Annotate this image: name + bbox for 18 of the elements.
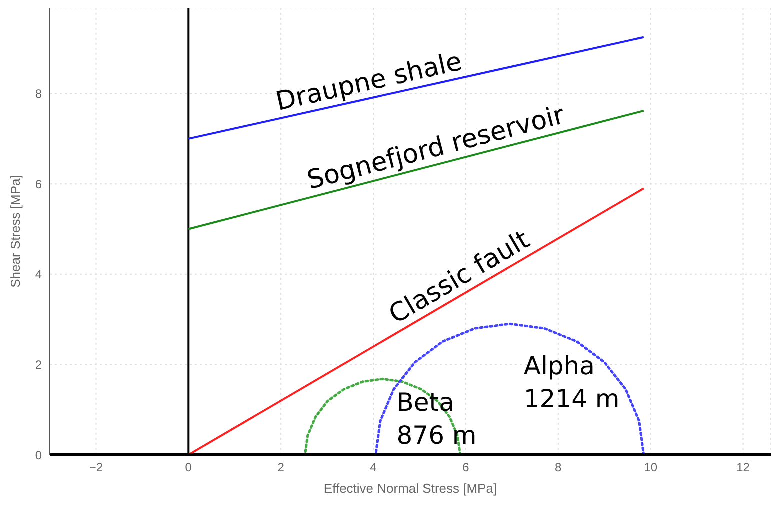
x-tick-label: 2 bbox=[278, 460, 285, 475]
y-tick-label: 6 bbox=[35, 177, 42, 192]
y-tick-label: 4 bbox=[35, 268, 42, 282]
y-axis-title: Shear Stress [MPa] bbox=[8, 175, 23, 288]
x-tick-label: 10 bbox=[644, 460, 658, 475]
x-tick-label: −2 bbox=[89, 460, 104, 475]
y-tick-label: 8 bbox=[35, 87, 42, 102]
x-tick-label: 0 bbox=[185, 460, 192, 475]
annotation: Draupne shale bbox=[273, 46, 465, 118]
x-tick-label: 6 bbox=[462, 460, 470, 475]
line-series bbox=[374, 322, 646, 455]
series-label: Alpha 1214 m bbox=[524, 352, 620, 414]
y-tick-label: 0 bbox=[35, 448, 42, 462]
x-tick-label: 4 bbox=[370, 460, 378, 475]
x-tick-label: 8 bbox=[555, 460, 562, 475]
y-tick-label: 2 bbox=[35, 358, 42, 372]
x-tick-label: 12 bbox=[736, 460, 750, 475]
x-axis-title: Effective Normal Stress [MPa] bbox=[324, 481, 498, 496]
